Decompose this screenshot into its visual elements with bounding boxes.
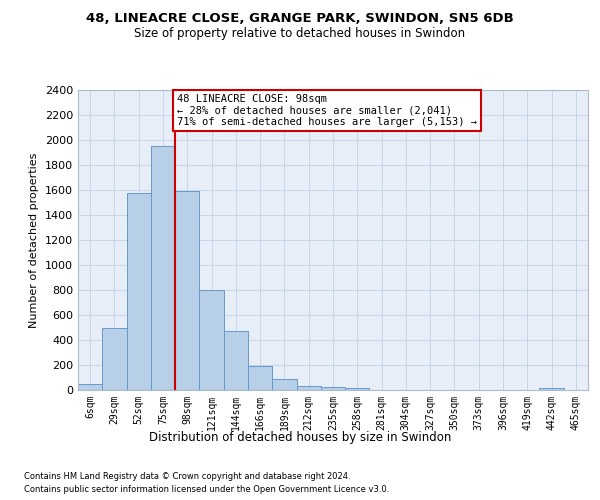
Text: Contains HM Land Registry data © Crown copyright and database right 2024.: Contains HM Land Registry data © Crown c… [24,472,350,481]
Bar [102,328,127,390]
Bar [248,366,272,390]
Text: 48 LINEACRE CLOSE: 98sqm
← 28% of detached houses are smaller (2,041)
71% of sem: 48 LINEACRE CLOSE: 98sqm ← 28% of detach… [177,94,477,127]
Bar [272,379,296,390]
Bar [224,330,248,390]
Bar [78,384,102,390]
Bar [175,191,199,390]
Bar [296,386,321,390]
Text: Size of property relative to detached houses in Swindon: Size of property relative to detached ho… [134,28,466,40]
Y-axis label: Number of detached properties: Number of detached properties [29,152,40,328]
Bar [345,388,370,390]
Text: 48, LINEACRE CLOSE, GRANGE PARK, SWINDON, SN5 6DB: 48, LINEACRE CLOSE, GRANGE PARK, SWINDON… [86,12,514,26]
Bar [539,388,564,390]
Bar [199,290,224,390]
Text: Distribution of detached houses by size in Swindon: Distribution of detached houses by size … [149,431,451,444]
Bar [321,387,345,390]
Bar [127,192,151,390]
Text: Contains public sector information licensed under the Open Government Licence v3: Contains public sector information licen… [24,485,389,494]
Bar [151,146,175,390]
